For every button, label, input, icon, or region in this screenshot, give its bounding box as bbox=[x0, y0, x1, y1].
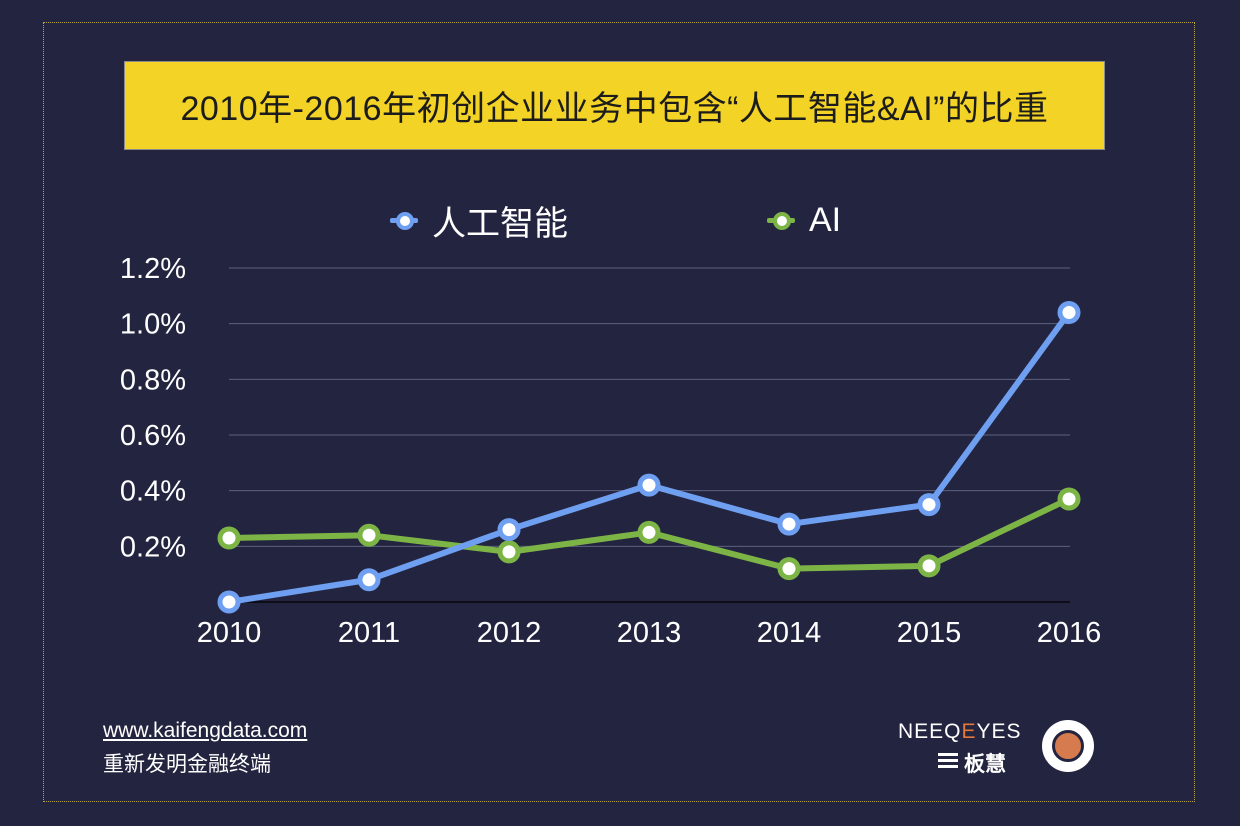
chart-frame bbox=[43, 22, 1195, 802]
series-2-point bbox=[217, 526, 241, 550]
series-1-point bbox=[357, 568, 381, 592]
series-1-point bbox=[637, 473, 661, 497]
logo-sub-text: 板慧 bbox=[964, 753, 1006, 776]
series-1-point bbox=[1057, 301, 1081, 325]
logo-brand-text: NEEQEYES bbox=[898, 720, 1022, 743]
series-2-point bbox=[497, 540, 521, 564]
y-tick-label: 1.0% bbox=[120, 309, 186, 341]
legend-label-series2: AI bbox=[809, 200, 842, 239]
legend: 人工智能 AI bbox=[0, 195, 1240, 245]
x-tick-label: 2010 bbox=[197, 617, 262, 649]
series-1-point bbox=[217, 590, 241, 614]
line-chart: 0.2% 0.4% 0.6% 0.8% 1.0% 1.2% 2010 2011 2012 2013… bbox=[120, 253, 1102, 649]
legend-marker-series2 bbox=[767, 210, 795, 230]
series-1-point bbox=[917, 493, 941, 517]
series-2-point bbox=[357, 523, 381, 547]
logo-circle-icon bbox=[1042, 720, 1094, 772]
x-tick-label: 2014 bbox=[757, 617, 822, 649]
y-tick-label: 0.8% bbox=[120, 364, 186, 396]
logo-stripes-icon bbox=[938, 753, 958, 768]
y-tick-label: 0.2% bbox=[120, 531, 186, 563]
x-tick-label: 2016 bbox=[1037, 617, 1102, 649]
chart-title: 2010年-2016年初创企业业务中包含“人工智能&AI”的比重 bbox=[124, 61, 1105, 150]
legend-item-series2: AI bbox=[767, 195, 841, 245]
series-1-point bbox=[777, 512, 801, 536]
x-tick-label: 2011 bbox=[338, 617, 400, 649]
series-1-point bbox=[497, 518, 521, 542]
series-2-point bbox=[917, 554, 941, 578]
series-2-point bbox=[777, 557, 801, 581]
legend-marker-series1 bbox=[390, 210, 418, 230]
y-tick-label: 1.2% bbox=[120, 253, 186, 285]
series-2-point bbox=[1057, 487, 1081, 511]
brand-logo: NEEQEYES 板慧 bbox=[898, 718, 1108, 776]
x-tick-label: 2015 bbox=[897, 617, 962, 649]
legend-label-series1: 人工智能 bbox=[432, 204, 568, 243]
footer-slogan: 重新发明金融终端 bbox=[103, 753, 271, 776]
x-tick-label: 2012 bbox=[477, 617, 542, 649]
footer-url-link[interactable]: www.kaifengdata.com bbox=[103, 719, 308, 742]
legend-item-series1: 人工智能 bbox=[390, 195, 568, 245]
x-tick-label: 2013 bbox=[617, 617, 682, 649]
series-2-point bbox=[637, 520, 661, 544]
y-tick-label: 0.4% bbox=[120, 476, 186, 508]
y-tick-label: 0.6% bbox=[120, 420, 186, 452]
